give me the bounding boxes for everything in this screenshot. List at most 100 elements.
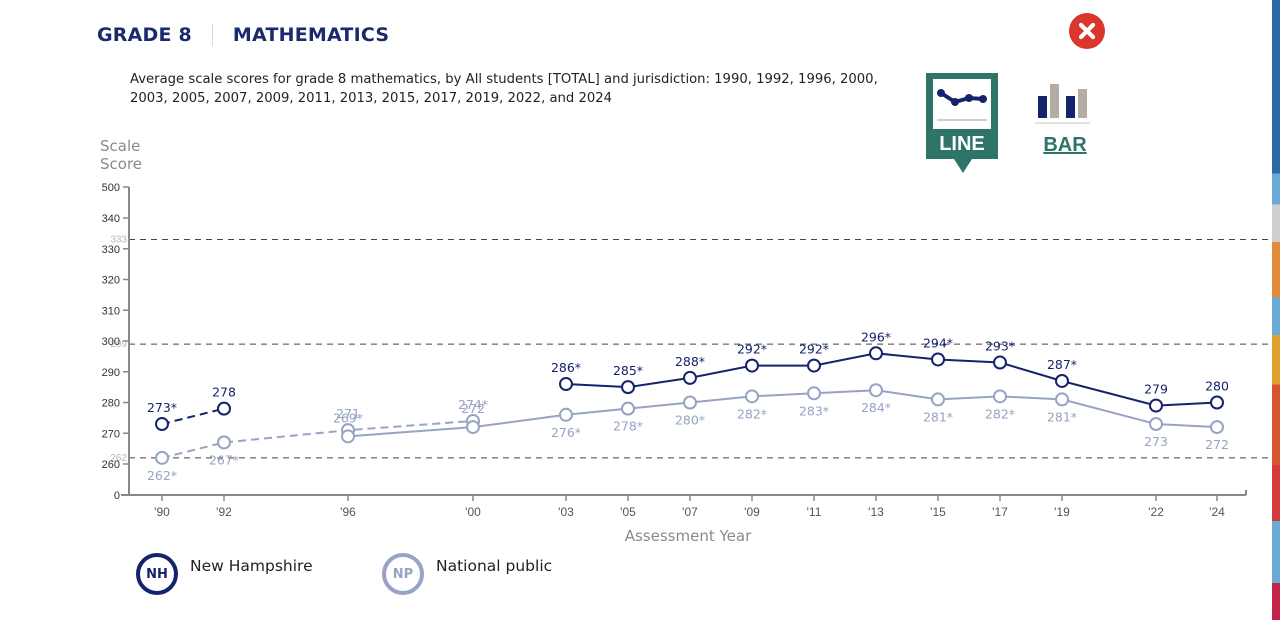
x-tick-label: '90 [154,505,170,519]
legend-item-np: NP National public [382,553,552,595]
np-label-2011: 283* [799,403,829,418]
y-tick-label: 330 [102,244,120,256]
bar-view-label: BAR [1043,134,1087,156]
np-legend-badge: NP [382,553,424,595]
np-legend-label: National public [436,557,553,575]
nh-point-2024 [1210,395,1224,410]
y-tick-label: 310 [102,305,120,317]
selected-pointer [954,159,972,173]
x-tick-label: '11 [807,505,822,519]
nh-label-2003: 286* [551,360,581,375]
np-label-1996: 269* [333,410,363,425]
np-point-1990 [155,450,169,465]
np-point-2019 [1055,392,1069,407]
np-point-2022 [1149,417,1163,432]
reference-lines: 333 299 262 [110,235,1268,464]
nh-point-1990 [155,417,169,432]
np-point-2013 [869,383,883,398]
nh-point-2009 [745,358,759,373]
np-point-1992 [217,435,231,450]
line-view-button[interactable]: LINE [926,73,998,173]
x-tick-label: '17 [992,505,1008,519]
reference-label-299: 299 [110,339,127,350]
np-point-2009 [745,389,759,404]
nh-legend-badge: NH [136,553,178,595]
nh-label-1990: 273* [147,400,177,415]
legend-item-nh: NH New Hampshire [136,553,313,595]
nh-point-2017 [993,355,1007,370]
np-label-2013: 284* [861,400,891,415]
line-view-label: LINE [939,133,985,155]
grade-title: GRADE 8 [97,24,192,46]
nh-label-2009: 292* [737,342,767,357]
nh-point-2003 [559,377,573,392]
nh-point-1992 [217,401,231,416]
x-tick-label: '92 [216,505,232,519]
nh-point-2005 [621,380,635,395]
y-axis-title-text: Scale Score [100,137,143,173]
np-label-2015: 281* [923,409,953,424]
close-button[interactable] [1069,13,1105,49]
nh-label-2005: 285* [613,363,643,378]
nh-dashed-line [161,407,225,425]
x-tick-label: '03 [558,505,574,519]
bar-chart-icon [1035,84,1090,124]
np-label-2003: 276* [551,425,581,440]
x-tick-label: '13 [868,505,884,519]
x-tick-label: '09 [744,505,760,519]
np-label-2017: 282* [985,406,1015,421]
np-label-2005: 278* [613,419,643,434]
y-tick-label: 300 [102,336,120,348]
np-dashed-line [161,419,474,459]
y-tick-label: 260 [102,459,120,471]
x-tick-label: '96 [340,505,356,519]
np-point-1996 [341,429,355,444]
nh-point-2013 [869,346,883,361]
x-tick-label: '19 [1054,505,1070,519]
np-label-2007: 280* [675,413,705,428]
np-label-2000: 272 [461,401,485,416]
reference-label-333: 333 [110,235,127,246]
x-tick-label: '22 [1148,505,1164,519]
nh-solid-line [565,352,1218,407]
x-tick-label: '00 [465,505,481,519]
np-label-2022: 273 [1144,434,1168,449]
y-tick-label: 290 [102,367,120,379]
nh-label-2011: 292* [799,342,829,357]
x-tick-label: '05 [620,505,636,519]
bar-view-button[interactable]: BAR [1030,80,1100,160]
np-label-1996: 271 [336,406,360,421]
np-label-2009: 282* [737,406,767,421]
np-label-2024: 272 [1205,437,1229,452]
x-tick-label: '07 [682,505,698,519]
np-point-2017 [993,389,1007,404]
axes: 0 260 270 280 290 300 310 320 330 340 500 '90 '92 '96… [102,182,1247,519]
np-point-2005 [621,401,635,416]
subject-title: MATHEMATICS [232,24,390,46]
nh-point-2007 [683,370,697,385]
y-tick-label: 320 [102,275,120,287]
x-axis-title: Assessment Year [625,527,752,545]
np-label-1990: 262* [147,468,177,483]
x-tick-label: '24 [1209,505,1225,519]
nh-legend-label: New Hampshire [190,557,313,575]
nh-label-1992: 278 [212,385,236,400]
np-point-2000 [466,420,480,435]
nh-label-2024: 280 [1205,379,1229,394]
data-labels: 273* 278 286* 285* 288* 292* 292* 296* 294* 293* 2… [147,329,1229,483]
nh-label-2022: 279 [1144,382,1168,397]
header-divider [211,24,213,46]
nh-point-2022 [1149,398,1163,413]
nh-point-2019 [1055,373,1069,388]
y-tick-label: 0 [114,490,120,502]
line-chart-icon [933,79,991,129]
nh-label-2017: 293* [985,339,1015,354]
np-point-2011 [807,386,821,401]
reference-label-262: 262 [110,453,127,464]
y-axis-title: Scale Score [100,137,144,173]
np-label-1992: 267* [209,452,239,467]
page-header: GRADE 8 MATHEMATICS [97,24,389,46]
background-page-strip [1272,0,1280,620]
nh-point-2011 [807,358,821,373]
